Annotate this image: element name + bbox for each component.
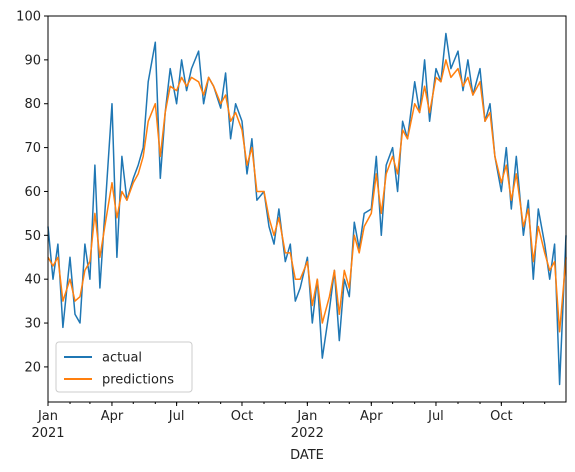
y-tick-label: 50 bbox=[24, 229, 41, 244]
x-tick-year-label: 2021 bbox=[31, 426, 64, 441]
x-axis-title: DATE bbox=[290, 448, 324, 463]
x-tick-label: Apr bbox=[101, 409, 124, 424]
y-tick-label: 90 bbox=[24, 53, 41, 68]
y-tick-label: 30 bbox=[24, 317, 41, 332]
x-tick-label: Jul bbox=[427, 409, 444, 424]
legend-label-predictions: predictions bbox=[102, 373, 174, 388]
series-line-predictions bbox=[47, 59, 567, 333]
y-tick-label: 20 bbox=[24, 360, 41, 375]
y-axis: 20 30 40 50 60 70 80 90 100 bbox=[16, 10, 48, 375]
legend-label-actual: actual bbox=[102, 351, 142, 366]
x-tick-label: Apr bbox=[360, 409, 383, 424]
x-tick-label: Jan bbox=[296, 409, 317, 424]
y-tick-label: 80 bbox=[24, 97, 41, 112]
x-tick-label: Oct bbox=[490, 409, 512, 424]
y-tick-label: 70 bbox=[24, 141, 41, 156]
x-axis: Jan 2021 Apr Jul Oct Jan 2022 Apr Jul Oct bbox=[31, 402, 546, 441]
legend: actual predictions bbox=[55, 341, 193, 393]
plot-lines bbox=[47, 32, 567, 386]
x-tick-label: Oct bbox=[231, 409, 253, 424]
y-tick-label: 100 bbox=[16, 10, 41, 25]
series-line-actual bbox=[47, 32, 567, 386]
y-tick-label: 40 bbox=[24, 273, 41, 288]
x-tick-label: Jan bbox=[37, 409, 58, 424]
x-tick-label: Jul bbox=[168, 409, 185, 424]
y-tick-label: 60 bbox=[24, 185, 41, 200]
x-tick-year-label: 2022 bbox=[291, 426, 324, 441]
